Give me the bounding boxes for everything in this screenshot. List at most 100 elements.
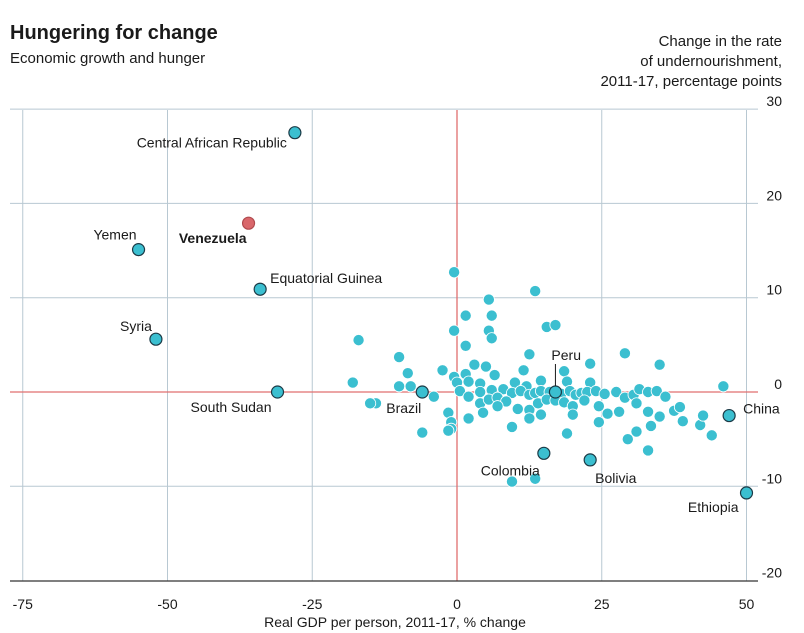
tick-labels: -75 -50 -25 0 25 50 30 20 10 0 -10 -20 <box>13 93 783 612</box>
data-points <box>346 266 730 488</box>
data-point <box>506 475 519 488</box>
point-label: Venezuela <box>179 230 247 246</box>
data-point <box>491 400 504 413</box>
data-point <box>436 364 449 377</box>
data-point <box>523 348 536 361</box>
chart-subtitle: Economic growth and hunger <box>10 50 206 67</box>
data-point <box>642 444 655 457</box>
data-point <box>352 334 365 347</box>
data-point <box>511 402 524 415</box>
data-point <box>630 425 643 438</box>
gridlines <box>10 108 758 582</box>
y-tick-label: 10 <box>766 282 782 298</box>
data-point <box>477 406 490 419</box>
point-label: Colombia <box>481 462 540 478</box>
y-axis-label-line: 2011-17, percentage points <box>600 73 782 90</box>
data-point <box>459 309 472 322</box>
data-point <box>529 285 542 298</box>
data-point <box>523 412 536 425</box>
x-tick-label: 0 <box>453 596 461 612</box>
data-point <box>650 385 663 398</box>
point-label: Syria <box>120 318 152 334</box>
y-tick-label: -10 <box>762 470 782 486</box>
data-point <box>462 390 475 403</box>
data-point <box>529 472 542 485</box>
data-point <box>346 376 359 389</box>
data-point <box>584 357 597 370</box>
x-tick-label: 50 <box>739 596 755 612</box>
labeled-point <box>537 446 551 460</box>
data-point <box>393 351 406 364</box>
labeled-point <box>149 332 163 346</box>
data-point <box>485 332 498 345</box>
data-point <box>549 319 562 332</box>
labeled-point <box>583 453 597 467</box>
data-point <box>598 387 611 400</box>
data-point <box>717 380 730 393</box>
data-point <box>482 293 495 306</box>
data-point <box>673 401 686 414</box>
data-point <box>642 405 655 418</box>
data-point <box>630 397 643 410</box>
point-label: South Sudan <box>191 399 272 415</box>
chart-title: Hungering for change <box>10 22 218 44</box>
data-point <box>462 412 475 425</box>
data-point <box>448 266 461 279</box>
data-point <box>592 400 605 413</box>
data-point <box>653 410 666 423</box>
labeled-point <box>739 486 754 500</box>
data-point <box>621 433 634 446</box>
x-tick-label: -25 <box>302 596 322 612</box>
data-point <box>659 390 672 403</box>
data-point <box>416 426 429 439</box>
data-point <box>610 385 623 398</box>
point-label: Equatorial Guinea <box>270 270 382 286</box>
y-tick-label: 30 <box>766 93 782 109</box>
data-point <box>468 358 481 371</box>
point-label: Central African Republic <box>137 135 287 151</box>
data-point <box>566 408 579 421</box>
data-point <box>404 380 417 393</box>
data-point <box>364 397 377 410</box>
data-point <box>448 324 461 337</box>
data-point <box>578 394 591 407</box>
point-label: Peru <box>551 347 581 363</box>
data-point <box>462 375 475 388</box>
data-point <box>479 360 492 373</box>
data-point <box>506 420 519 433</box>
y-tick-label: -20 <box>762 565 782 581</box>
data-point <box>393 380 406 393</box>
labeled-point <box>270 385 285 399</box>
y-axis-label: Change in the rate of undernourishment, … <box>522 32 782 92</box>
data-point <box>453 385 466 398</box>
x-tick-label: 25 <box>594 596 610 612</box>
point-label: Yemen <box>93 227 136 243</box>
point-label: Ethiopia <box>688 499 739 515</box>
data-point <box>488 369 501 382</box>
y-axis-label-line: of undernourishment, <box>640 53 782 70</box>
labeled-point <box>253 282 267 296</box>
data-point <box>401 367 414 380</box>
data-point <box>485 309 498 322</box>
labeled-point <box>131 243 146 257</box>
y-axis-label-line: Change in the rate <box>658 33 782 50</box>
labeled-point <box>415 385 429 399</box>
x-tick-label: -75 <box>13 596 33 612</box>
data-point <box>517 364 530 377</box>
data-point <box>676 415 689 428</box>
x-tick-label: -50 <box>157 596 177 612</box>
data-point <box>618 347 631 360</box>
point-label: Brazil <box>386 400 421 416</box>
data-point <box>653 358 666 371</box>
point-label: Bolivia <box>595 470 636 486</box>
data-point <box>705 429 718 442</box>
point-label: China <box>743 401 780 417</box>
x-axis-label: Real GDP per person, 2011-17, % change <box>264 614 526 630</box>
labeled-point <box>722 408 736 423</box>
labeled-points: Central African Republic Venezuela Yemen Eq… <box>93 126 780 515</box>
data-point <box>561 427 574 440</box>
data-point <box>613 405 626 418</box>
data-point <box>534 374 547 387</box>
data-point <box>558 365 571 378</box>
labeled-point <box>288 126 302 140</box>
